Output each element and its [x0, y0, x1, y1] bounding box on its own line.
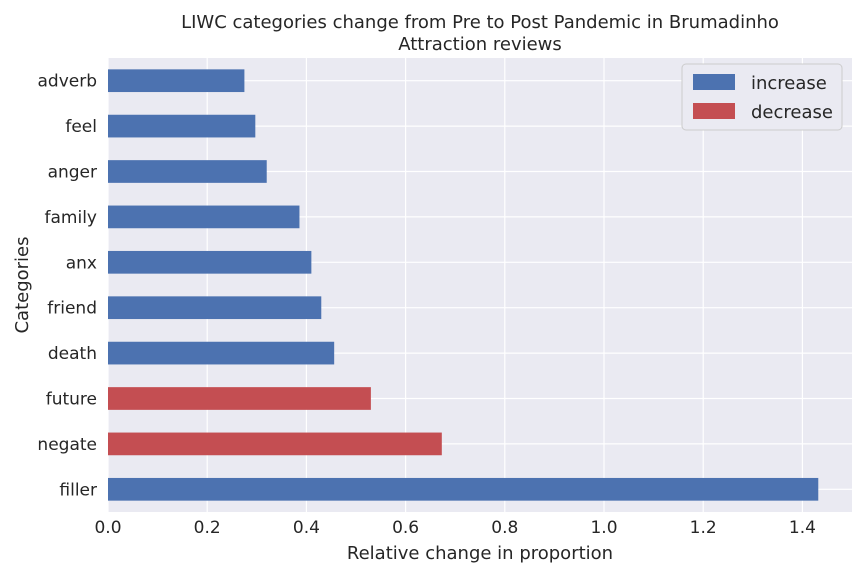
- bar-anx: [108, 250, 312, 274]
- y-tick-label-anger: anger: [48, 163, 97, 183]
- bar-feel: [108, 114, 256, 138]
- chart-title-line1: LIWC categories change from Pre to Post …: [181, 12, 779, 33]
- bar-anger: [108, 160, 267, 183]
- x-tick-label: 1.0: [590, 518, 617, 538]
- bar-friend: [108, 296, 322, 320]
- x-tick-label: 1.4: [789, 518, 816, 538]
- y-tick-label-adverb: adverb: [37, 72, 97, 92]
- y-tick-label-negate: negate: [37, 435, 97, 455]
- y-tick-label-anx: anx: [66, 253, 97, 273]
- y-tick-label-family: family: [45, 208, 97, 228]
- bars: [108, 69, 819, 501]
- x-tick-label: 0.4: [293, 518, 320, 538]
- grid-lines: [107, 58, 852, 512]
- x-axis-label: Relative change in proportion: [347, 543, 613, 564]
- bar-family: [108, 205, 300, 229]
- y-tick-label-feel: feel: [65, 117, 97, 137]
- legend-label-decrease: decrease: [751, 102, 833, 123]
- legend-label-increase: increase: [751, 73, 827, 94]
- x-tick-label: 0.6: [392, 518, 419, 538]
- legend-swatch-decrease: [693, 103, 735, 119]
- x-tick-label: 1.2: [690, 518, 717, 538]
- bar-death: [108, 341, 335, 365]
- bar-negate: [108, 432, 442, 456]
- x-tick-label: 0.0: [94, 518, 121, 538]
- x-tick-labels: 0.0 0.2 0.4 0.6 0.8 1.0 1.2 1.4: [94, 518, 815, 538]
- x-tick-label: 0.2: [194, 518, 221, 538]
- y-tick-label-death: death: [48, 344, 97, 364]
- y-tick-labels: adverb feel anger family anx friend death futur…: [37, 72, 97, 501]
- y-tick-label-filler: filler: [59, 480, 97, 500]
- x-tick-label: 0.8: [491, 518, 518, 538]
- legend-swatch-increase: [693, 74, 735, 90]
- bar-future: [108, 387, 371, 410]
- legend: increase decrease: [681, 63, 843, 131]
- y-tick-label-future: future: [46, 390, 97, 410]
- bar-filler: [108, 477, 819, 501]
- y-axis-label: Categories: [12, 236, 33, 333]
- chart-title-line2: Attraction reviews: [398, 34, 562, 55]
- bar-adverb: [108, 69, 245, 93]
- y-tick-label-friend: friend: [47, 299, 97, 319]
